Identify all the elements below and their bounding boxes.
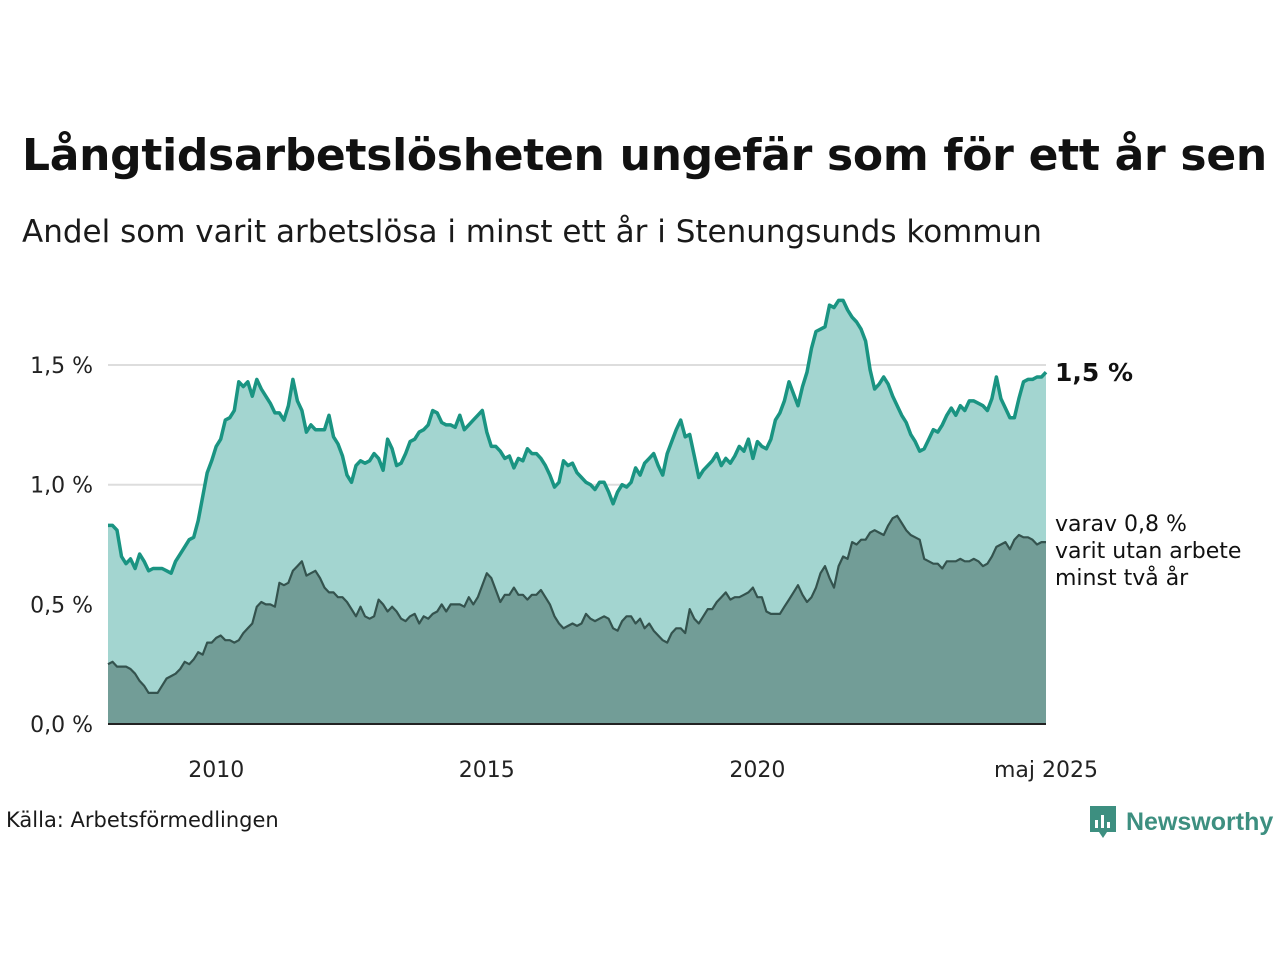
y-tick-label: 1,0 % — [30, 474, 93, 499]
series-1-end-label: 1,5 % — [1055, 358, 1133, 387]
chart-title: Långtidsarbetslösheten ungefär som för e… — [22, 130, 1267, 181]
series-2-line — [107, 514, 1046, 694]
x-tick-label: 2015 — [459, 758, 515, 783]
series-2-end-label-line: varit utan arbete — [1055, 539, 1241, 564]
newsworthy-logo-icon — [1090, 806, 1116, 838]
y-tick-label: 1,5 % — [30, 354, 93, 379]
series-1-line — [108, 298, 1048, 575]
series-2-end-label-line: varav 0,8 % — [1055, 512, 1187, 537]
y-tick-label: 0,0 % — [30, 713, 93, 738]
series-2-area — [108, 515, 1046, 724]
brand-name: Newsworthy — [1126, 807, 1274, 836]
x-tick-label: 2010 — [188, 758, 244, 783]
y-tick-label: 0,5 % — [30, 593, 93, 618]
series-2-end-label-line: minst två år — [1055, 565, 1189, 591]
x-tick-label: 2020 — [729, 758, 785, 783]
x-tick-label: maj 2025 — [994, 758, 1098, 783]
newsworthy-brand[interactable]: Newsworthy — [1088, 804, 1273, 840]
chart-subtitle: Andel som varit arbetslösa i minst ett å… — [22, 214, 1042, 250]
source-note: Källa: Arbetsförmedlingen — [6, 808, 279, 832]
